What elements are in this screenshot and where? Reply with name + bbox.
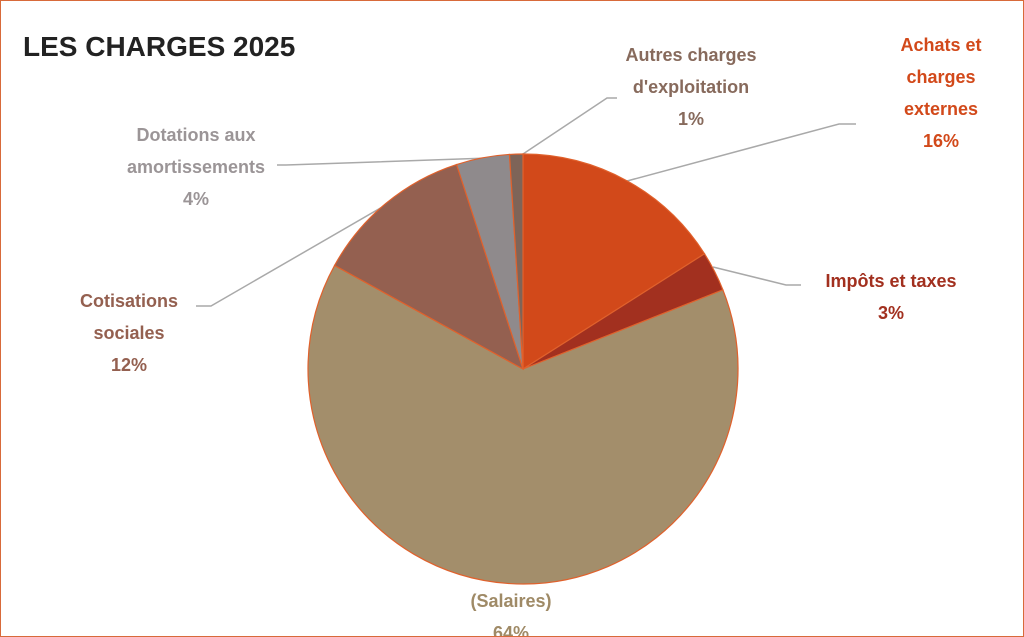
pie-slice [333, 163, 525, 371]
leader-line [196, 205, 385, 307]
pie-slice [522, 153, 706, 371]
pie-slice [307, 264, 739, 585]
percent-label: 12% [110, 355, 148, 375]
leader-line [277, 157, 490, 166]
category-label: (Salaires) [470, 591, 552, 611]
category-label: Autres charges d'exploitation [625, 45, 757, 97]
data-label: Cotisations sociales 12% [59, 285, 199, 381]
leader-line [626, 123, 856, 182]
leader-line [519, 97, 617, 157]
category-label: Achats et charges externes [900, 35, 982, 119]
slices [307, 153, 739, 585]
data-label: (Salaires) 64% [411, 585, 611, 637]
percent-label: 4% [182, 189, 209, 209]
data-label: Achats et charges externes 16% [881, 29, 1001, 157]
category-label: Dotations aux amortissements [126, 125, 266, 177]
leader-line [712, 266, 801, 286]
category-label: Cotisations sociales [79, 291, 178, 343]
percent-label: 64% [492, 623, 530, 637]
pie-slice [508, 153, 524, 370]
percent-label: 16% [922, 131, 960, 151]
data-label: Dotations aux amortissements 4% [96, 119, 296, 215]
category-label: Impôts et taxes [825, 271, 957, 291]
chart-title: LES CHARGES 2025 [23, 31, 296, 62]
leader-lines [196, 97, 856, 307]
data-label: Impôts et taxes 3% [781, 265, 1001, 329]
data-label: Autres charges d'exploitation 1% [596, 39, 786, 135]
percent-label: 3% [877, 303, 904, 323]
percent-label: 1% [677, 109, 704, 129]
